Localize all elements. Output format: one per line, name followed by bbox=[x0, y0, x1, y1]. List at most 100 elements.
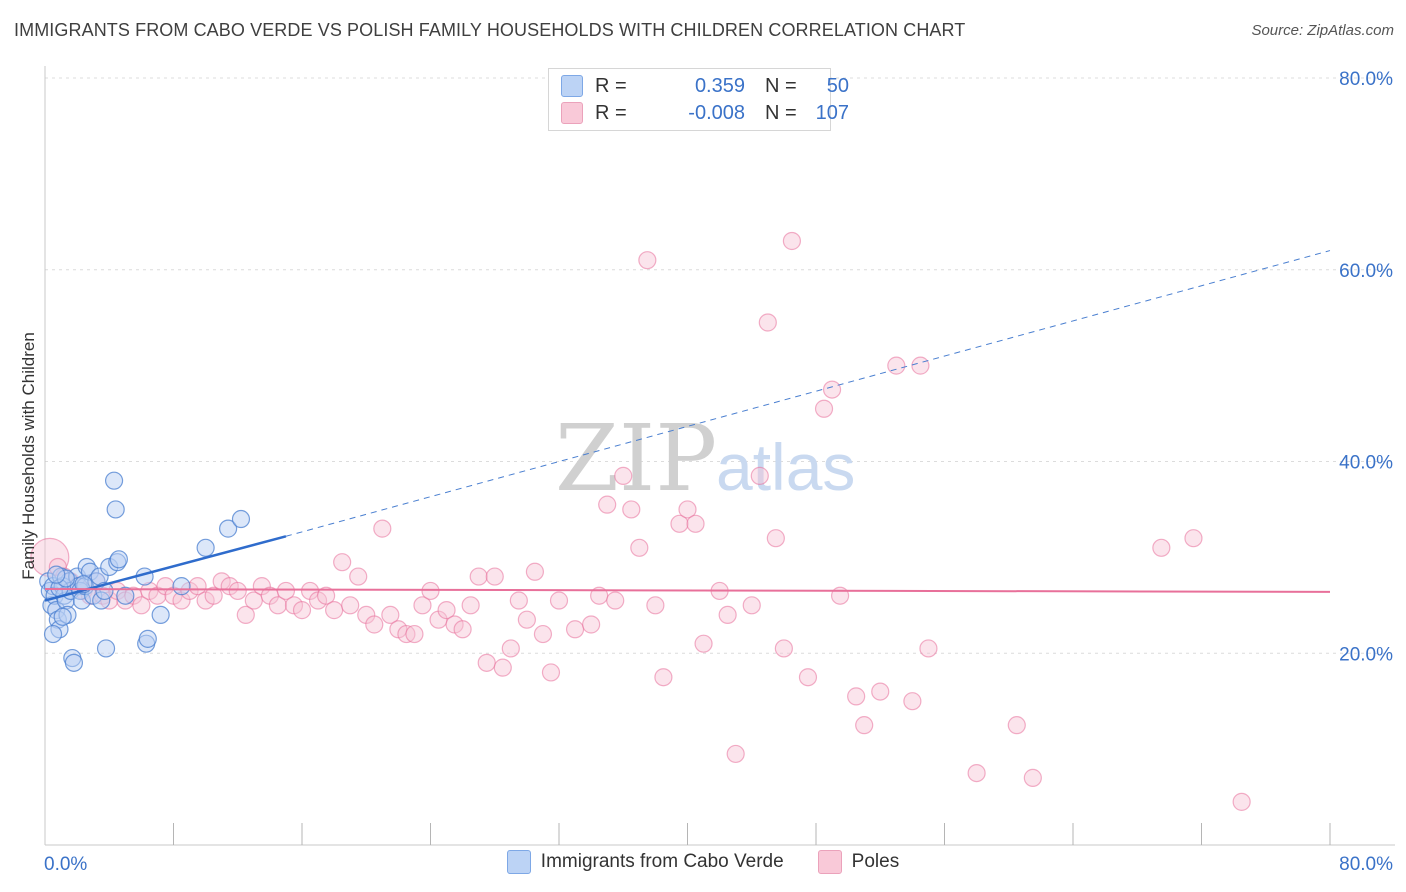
pink-r-value: -0.008 bbox=[688, 101, 745, 124]
x-tick-label-min: 0.0% bbox=[44, 854, 87, 875]
poles-point bbox=[782, 231, 802, 251]
poles-point bbox=[678, 500, 697, 519]
poles-point bbox=[525, 562, 545, 581]
poles-point bbox=[726, 744, 745, 764]
poles-point bbox=[509, 591, 528, 610]
poles-point bbox=[501, 639, 520, 658]
legend-label-cabo-verde: Immigrants from Cabo Verde bbox=[540, 851, 784, 872]
source-label: Source: ZipAtlas.com bbox=[1251, 22, 1394, 39]
y-tick-label: 60.0% bbox=[1339, 261, 1393, 282]
poles-point bbox=[477, 653, 496, 672]
legend-label-poles: Poles bbox=[851, 851, 900, 872]
cabo-verde-point bbox=[43, 624, 63, 644]
poles-point bbox=[646, 596, 665, 615]
poles-point bbox=[333, 553, 352, 572]
poles-point bbox=[204, 586, 223, 605]
poles-point bbox=[485, 567, 504, 586]
cabo-verde-point bbox=[138, 629, 157, 648]
poles-point bbox=[517, 610, 536, 629]
blue-swatch bbox=[561, 75, 583, 97]
cabo-verde-point bbox=[196, 538, 215, 557]
poles-point bbox=[742, 596, 761, 615]
poles-point bbox=[686, 514, 705, 533]
poles-point bbox=[622, 500, 641, 519]
poles-point bbox=[750, 466, 769, 485]
legend-item-poles[interactable]: Poles bbox=[817, 850, 900, 874]
poles-point bbox=[413, 596, 432, 615]
blue-r-value: 0.359 bbox=[694, 74, 745, 97]
cabo-verde-point bbox=[96, 639, 116, 658]
tick-labels: 20.0% 40.0% 60.0% 80.0% 0.0% 80.0% bbox=[44, 69, 1393, 875]
poles-point bbox=[268, 596, 288, 615]
poles-point bbox=[903, 692, 922, 711]
axes bbox=[44, 66, 1395, 846]
r-label: R = bbox=[595, 101, 627, 124]
poles-point bbox=[349, 567, 368, 586]
y-tick-label: 40.0% bbox=[1339, 453, 1393, 474]
cabo-verde-point bbox=[151, 605, 170, 625]
poles-point bbox=[1152, 538, 1171, 557]
x-tick-label-max: 80.0% bbox=[1339, 854, 1393, 875]
poles-trend-line bbox=[44, 588, 1331, 593]
poles-point bbox=[822, 380, 842, 399]
poles-point bbox=[325, 601, 344, 620]
poles-point bbox=[718, 605, 737, 625]
poles-point bbox=[1007, 716, 1026, 735]
blue-n-value: 50 bbox=[826, 74, 849, 97]
watermark-atlas: atlas bbox=[716, 430, 855, 504]
y-tick-label: 80.0% bbox=[1339, 69, 1393, 90]
poles-point bbox=[758, 313, 777, 332]
poles-point bbox=[887, 356, 906, 375]
poles-point bbox=[405, 624, 424, 644]
poles-point bbox=[341, 596, 360, 615]
trend-lines bbox=[44, 250, 1331, 602]
poles-point bbox=[694, 634, 713, 653]
poles-point bbox=[919, 639, 938, 658]
poles-point bbox=[316, 586, 336, 605]
poles-point bbox=[871, 682, 890, 701]
cabo-verde-point bbox=[64, 653, 84, 672]
n-label: N = bbox=[765, 101, 797, 124]
r-label: R = bbox=[595, 74, 627, 97]
y-axis-label: Family Households with Children bbox=[19, 332, 38, 580]
poles-point bbox=[453, 620, 472, 639]
cabo-verde-point bbox=[109, 550, 128, 569]
legend-item-cabo-verde[interactable]: Immigrants from Cabo Verde bbox=[506, 850, 784, 874]
poles-points bbox=[30, 231, 1251, 811]
poles-point bbox=[630, 538, 649, 557]
poles-point bbox=[614, 466, 633, 485]
poles-point bbox=[276, 581, 296, 601]
poles-point bbox=[292, 601, 312, 620]
cabo-verde-trend-extension bbox=[285, 250, 1331, 537]
poles-point bbox=[493, 658, 512, 677]
poles-point bbox=[814, 399, 834, 418]
cabo-verde-point bbox=[172, 577, 191, 596]
poles-point bbox=[373, 519, 392, 538]
poles-point bbox=[654, 668, 673, 687]
poles-point bbox=[830, 586, 850, 605]
n-label: N = bbox=[765, 74, 797, 97]
poles-point bbox=[1184, 529, 1203, 548]
poles-point bbox=[847, 687, 866, 706]
poles-point bbox=[1232, 792, 1251, 811]
poles-point bbox=[381, 605, 400, 625]
poles-point bbox=[670, 514, 689, 533]
stats-row-blue: R = 0.359 N = 50 bbox=[561, 73, 849, 99]
poles-point bbox=[774, 639, 793, 658]
poles-point bbox=[541, 663, 561, 682]
poles-point bbox=[565, 620, 585, 639]
poles-point bbox=[469, 567, 488, 586]
watermark-zip: ZIP bbox=[555, 405, 717, 512]
pink-n-value: 107 bbox=[815, 101, 849, 124]
poles-point bbox=[582, 615, 601, 634]
poles-point bbox=[1023, 768, 1042, 787]
poles-point bbox=[437, 601, 456, 620]
pink-swatch bbox=[561, 102, 583, 124]
legend-swatch-pink bbox=[817, 850, 842, 874]
poles-point bbox=[638, 251, 657, 270]
poles-point bbox=[421, 581, 440, 601]
poles-point bbox=[549, 591, 569, 610]
cabo-verde-point bbox=[106, 500, 125, 519]
poles-point bbox=[236, 605, 255, 625]
